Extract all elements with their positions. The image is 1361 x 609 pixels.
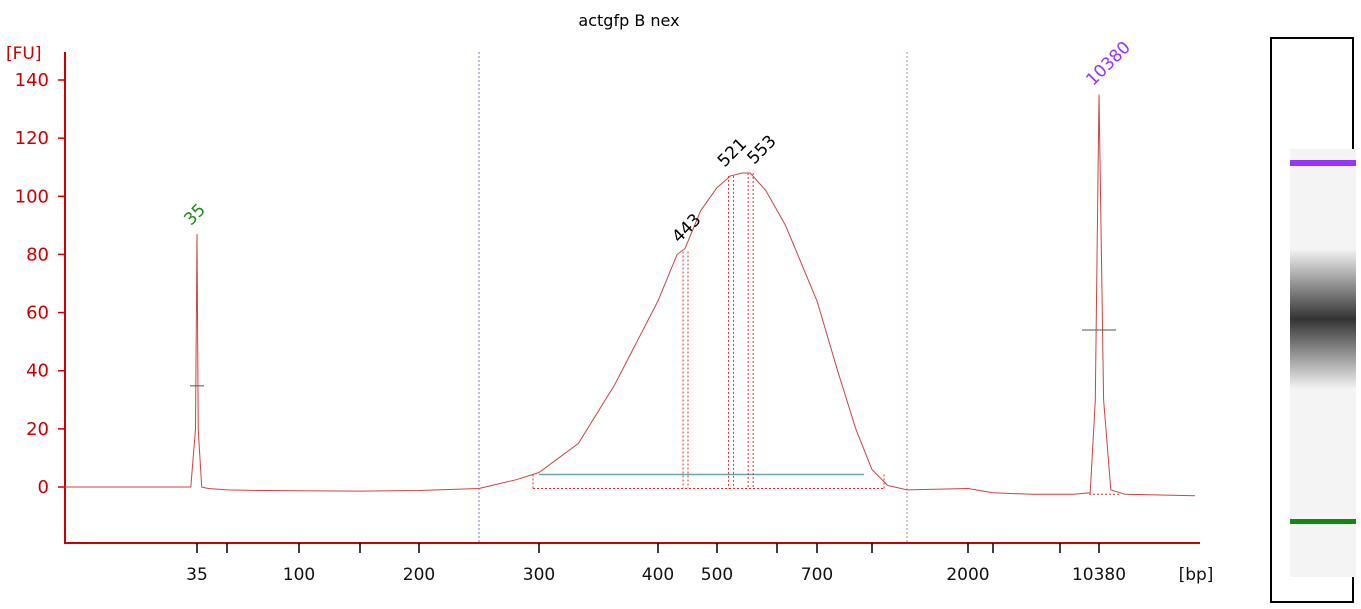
y-tick-label: 40 [26,361,49,382]
y-tick-label: 100 [15,186,49,207]
gel-lower-marker-band [1290,519,1356,524]
y-tick-label: 120 [15,128,49,149]
gel-image [1270,37,1356,603]
peak-size-label: 443 [668,210,705,247]
y-tick-label: 60 [26,303,49,324]
x-tick-label: 300 [523,565,555,585]
x-tick-label: 100 [283,565,315,585]
peak-size-label: 35 [180,200,209,229]
x-tick-label: 200 [403,565,435,585]
x-axis-unit-label: [bp] [1179,565,1214,585]
peak-size-label: 10380 [1082,38,1134,90]
x-tick-label: 2000 [946,565,989,585]
y-axis-unit-label: [FU] [6,44,42,64]
y-tick-label: 20 [26,419,49,440]
gel-sample-smear [1290,249,1356,389]
x-tick-label: 500 [701,565,733,585]
y-tick-label: 80 [26,244,49,265]
gel-upper-marker-band [1290,160,1356,166]
y-tick-label: 0 [38,477,49,498]
x-tick-label: 700 [801,565,833,585]
electropherogram-chart: actgfp B nex [FU] [bp] 0 20 40 60 80 100 120 14… [6,11,1214,585]
chart-title: actgfp B nex [578,11,679,30]
x-tick-label: 35 [186,565,208,585]
x-tick-label: 10380 [1072,565,1126,585]
y-tick-label: 140 [15,70,49,91]
electropherogram-trace [65,94,1196,497]
x-tick-label: 400 [642,565,674,585]
peak-size-label: 553 [744,131,781,168]
